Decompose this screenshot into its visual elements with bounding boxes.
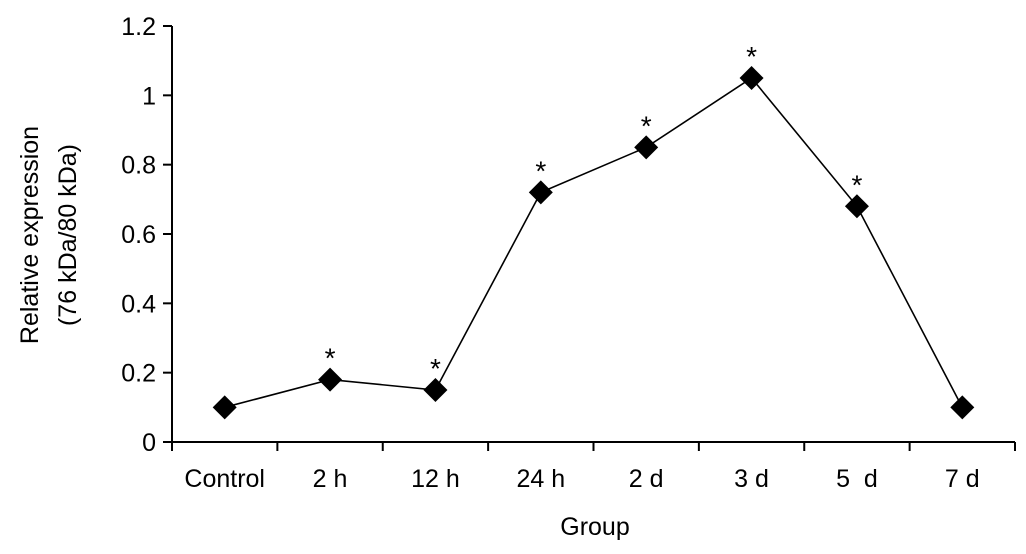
significance-marker: * xyxy=(641,110,652,141)
data-point-marker xyxy=(739,66,764,90)
y-tick-label: 0.2 xyxy=(121,360,156,388)
y-tick-label: 0.6 xyxy=(121,221,156,249)
x-tick-label: 24 h xyxy=(516,465,565,493)
y-tick-label: 1.2 xyxy=(121,13,156,41)
axis-labels: Relative expression (76 kDa/80 kDa) Grou… xyxy=(16,126,630,541)
y-axis-label-line1: Relative expression xyxy=(16,126,44,344)
y-axis-label-line2: (76 kDa/80 kDa) xyxy=(54,144,82,326)
x-tick-label: Control xyxy=(184,465,265,493)
y-tick-label: 0 xyxy=(142,429,156,457)
data-point-marker xyxy=(212,395,237,420)
x-axis: Control 2 h 12 h 24 h 2 d 3 d 5 d 7 d xyxy=(171,441,1016,493)
y-axis: 0 0.2 0.4 0.6 0.8 1 1.2 xyxy=(121,13,173,457)
x-tick-label: 3 d xyxy=(734,465,769,493)
x-tick-label: 5 d xyxy=(836,465,878,493)
y-tick-label: 0.4 xyxy=(121,290,156,318)
data-point-marker xyxy=(634,135,659,160)
y-tick-label: 0.8 xyxy=(121,152,156,180)
data-series: * * * * * * xyxy=(212,41,975,420)
x-tick-label: 7 d xyxy=(945,465,980,493)
significance-marker: * xyxy=(535,155,546,186)
data-point-marker xyxy=(528,180,553,205)
data-point-marker xyxy=(844,194,869,219)
significance-marker: * xyxy=(746,41,757,72)
data-point-marker xyxy=(423,378,448,402)
series-line xyxy=(224,76,964,409)
x-tick-label: 2 h xyxy=(313,465,348,493)
significance-marker: * xyxy=(325,343,336,374)
data-point-marker xyxy=(950,395,975,420)
x-tick-label: 12 h xyxy=(411,465,460,493)
x-axis-label: Group xyxy=(560,513,629,541)
data-point-marker xyxy=(318,367,343,392)
significance-marker: * xyxy=(851,169,862,200)
y-tick-label: 1 xyxy=(142,82,156,110)
significance-marker: * xyxy=(430,353,441,384)
x-tick-label: 2 d xyxy=(629,465,664,493)
